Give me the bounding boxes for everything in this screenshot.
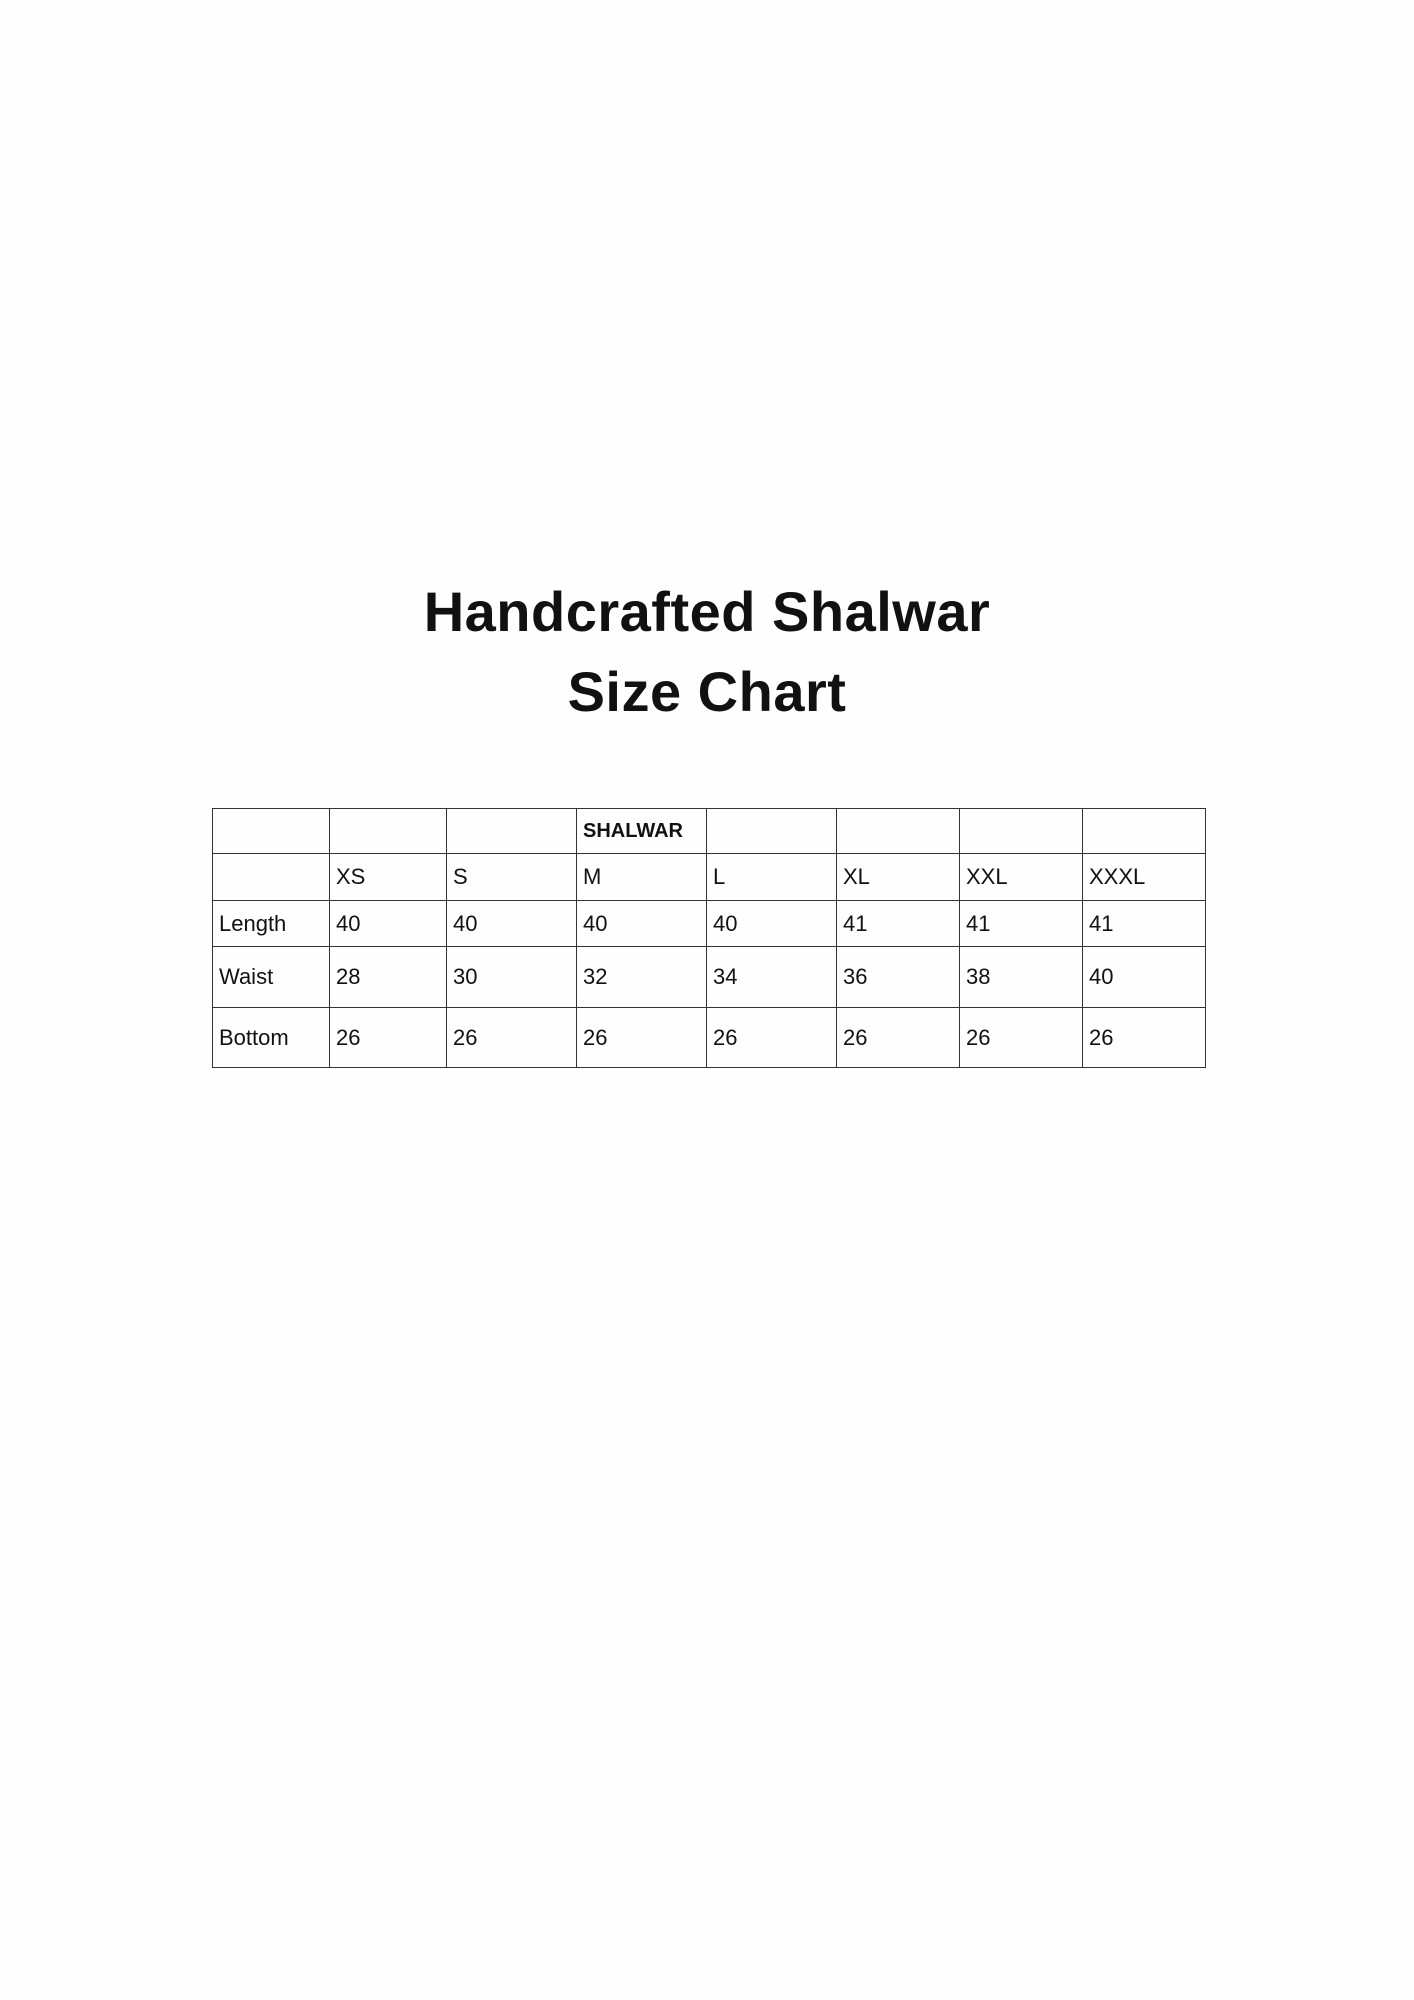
cell: 41 xyxy=(959,900,1083,947)
cell: 40 xyxy=(706,900,837,947)
cell: 32 xyxy=(576,946,707,1008)
cell: 40 xyxy=(1082,946,1206,1008)
table-row: Length 40 40 40 40 41 41 41 xyxy=(212,900,1206,947)
cell: 41 xyxy=(836,900,960,947)
cell: 26 xyxy=(1082,1007,1206,1068)
cell: 26 xyxy=(446,1007,577,1068)
size-header: S xyxy=(446,853,577,901)
size-header: XXXL xyxy=(1082,853,1206,901)
cell: 40 xyxy=(576,900,707,947)
cell: 28 xyxy=(329,946,447,1008)
size-header: XL xyxy=(836,853,960,901)
table-row: Bottom 26 26 26 26 26 26 26 xyxy=(212,1007,1206,1068)
cell: 40 xyxy=(446,900,577,947)
cell: 38 xyxy=(959,946,1083,1008)
size-header: XXL xyxy=(959,853,1083,901)
row-label: Waist xyxy=(212,946,330,1008)
size-header: M xyxy=(576,853,707,901)
size-header: L xyxy=(706,853,837,901)
title-line-1: Handcrafted Shalwar xyxy=(423,580,991,643)
cell: 26 xyxy=(329,1007,447,1068)
cell: 26 xyxy=(836,1007,960,1068)
row-label: Length xyxy=(212,900,330,947)
size-header: XS xyxy=(329,853,447,901)
cell: 26 xyxy=(576,1007,707,1068)
cell: 34 xyxy=(706,946,837,1008)
cell: 30 xyxy=(446,946,577,1008)
group-header-row: SHALWAR xyxy=(212,808,1206,854)
cell: 26 xyxy=(959,1007,1083,1068)
row-label: Bottom xyxy=(212,1007,330,1068)
page-title: Handcrafted Shalwar Size Chart xyxy=(0,572,1414,732)
size-chart-table: SHALWAR XS S M L XL XXL XXXL Length 40 4… xyxy=(212,808,1206,1068)
group-header: SHALWAR xyxy=(576,808,707,854)
cell: 40 xyxy=(329,900,447,947)
size-header-row: XS S M L XL XXL XXXL xyxy=(212,853,1206,901)
cell: 41 xyxy=(1082,900,1206,947)
cell: 36 xyxy=(836,946,960,1008)
cell: 26 xyxy=(706,1007,837,1068)
table-row: Waist 28 30 32 34 36 38 40 xyxy=(212,946,1206,1008)
title-line-2: Size Chart xyxy=(567,660,847,723)
